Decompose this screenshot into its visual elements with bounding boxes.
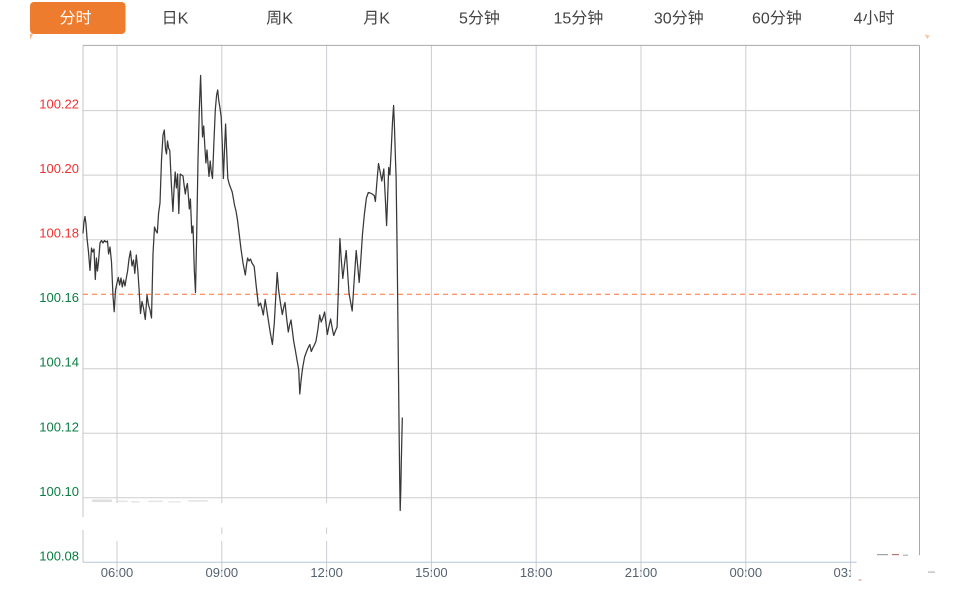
- svg-text:30: 30: [654, 10, 672, 27]
- svg-text:03:: 03:: [834, 565, 852, 580]
- svg-text:100.16: 100.16: [39, 290, 79, 305]
- svg-text:5: 5: [459, 10, 468, 27]
- svg-text:09:00: 09:00: [206, 565, 239, 580]
- svg-text:K: K: [282, 10, 293, 27]
- svg-text:100.10: 100.10: [39, 484, 79, 499]
- svg-text:15:00: 15:00: [415, 565, 448, 580]
- svg-text:100.20: 100.20: [39, 161, 79, 176]
- svg-text:100.08: 100.08: [39, 548, 79, 563]
- svg-text:100.12: 100.12: [39, 419, 79, 434]
- svg-text:60: 60: [752, 10, 770, 27]
- svg-text:4: 4: [854, 10, 863, 27]
- svg-text:00:00: 00:00: [730, 565, 763, 580]
- svg-text:K: K: [178, 10, 189, 27]
- svg-text:15: 15: [554, 10, 572, 27]
- svg-text:K: K: [379, 10, 390, 27]
- svg-text:100.22: 100.22: [39, 97, 79, 112]
- svg-text:18:00: 18:00: [520, 565, 553, 580]
- svg-text:100.18: 100.18: [39, 226, 79, 241]
- svg-text:12:00: 12:00: [310, 565, 343, 580]
- svg-text:100.14: 100.14: [39, 355, 79, 370]
- svg-text:06:00: 06:00: [101, 565, 134, 580]
- svg-text:21:00: 21:00: [625, 565, 658, 580]
